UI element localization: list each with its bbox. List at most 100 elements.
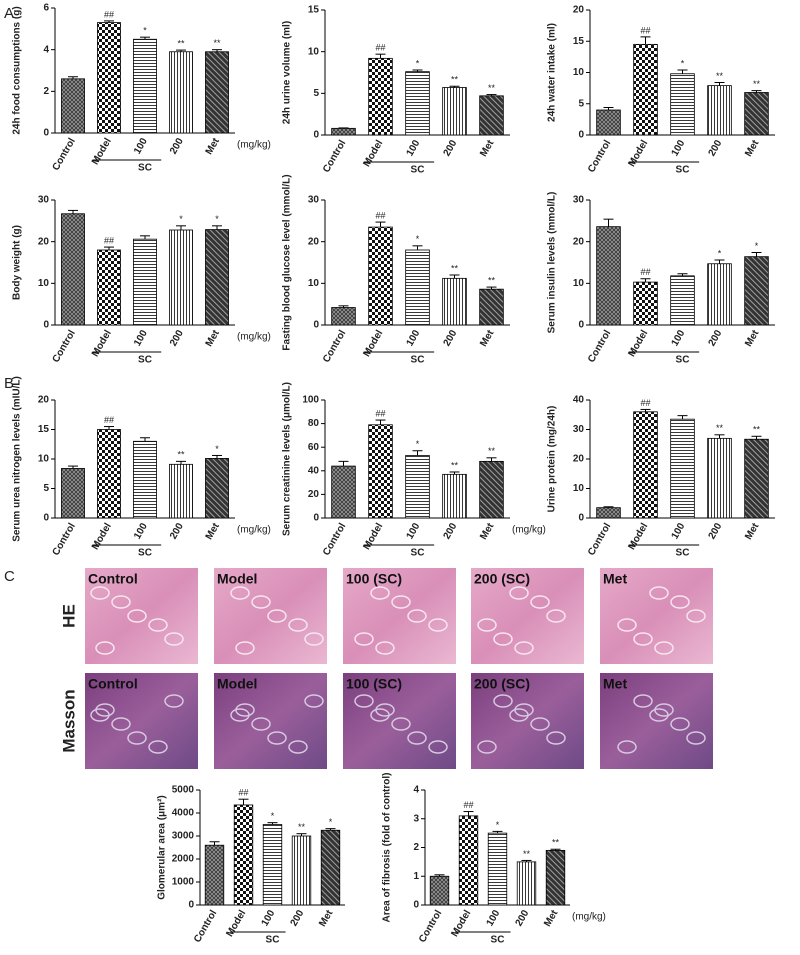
y-tick-label: 20 xyxy=(308,489,320,500)
group-label: SC xyxy=(411,548,425,559)
y-tick-label: 15 xyxy=(573,36,585,47)
bar xyxy=(169,51,193,134)
x-tick-label: Control xyxy=(586,138,613,174)
significance: ## xyxy=(104,9,114,19)
significance: ** xyxy=(716,71,724,81)
significance: ** xyxy=(213,38,221,48)
micrograph-label: Met xyxy=(603,676,627,692)
x-tick-label: 100 xyxy=(670,138,688,158)
significance: * xyxy=(215,214,219,224)
y-tick-label: 3 xyxy=(413,813,419,824)
y-tick-label: 100 xyxy=(302,395,319,406)
unit-label: (mg/kg) xyxy=(237,140,271,151)
significance: ## xyxy=(375,210,385,220)
tissue xyxy=(546,609,566,623)
x-tick-label: Control xyxy=(321,328,348,364)
y-tick-label: 10 xyxy=(308,46,320,57)
x-tick-label: Model xyxy=(224,908,248,939)
tissue xyxy=(514,703,534,717)
x-tick-label: 100 xyxy=(670,521,688,541)
tissue xyxy=(95,703,115,717)
group-label: SC xyxy=(138,548,152,559)
tissue xyxy=(148,618,168,632)
significance: ## xyxy=(238,788,248,798)
significance: ## xyxy=(104,235,114,245)
tissue xyxy=(304,694,324,708)
y-tick-label: 5000 xyxy=(172,785,195,796)
tissue xyxy=(509,586,529,600)
tissue xyxy=(407,609,427,623)
y-tick-label: 0 xyxy=(578,320,584,331)
bar xyxy=(368,424,393,519)
y-tick-label: 0 xyxy=(313,130,319,141)
x-tick-label: Control xyxy=(417,908,444,944)
x-tick-label: Met xyxy=(743,328,761,349)
bar xyxy=(405,455,430,519)
x-tick-label: Met xyxy=(478,328,496,349)
micrograph-label: 200 (SC) xyxy=(474,571,530,587)
y-tick-label: 0 xyxy=(43,128,49,139)
tissue xyxy=(354,632,374,646)
tissue xyxy=(288,618,308,632)
x-tick-label: Model xyxy=(361,138,385,169)
tissue xyxy=(370,586,390,600)
tissue xyxy=(230,586,250,600)
y-tick-label: 5 xyxy=(43,483,49,494)
bar xyxy=(169,229,193,326)
unit-label: (mg/kg) xyxy=(512,525,546,536)
bar xyxy=(670,275,695,326)
x-tick-label: Met xyxy=(478,521,496,542)
y-tick-label: 0 xyxy=(413,900,419,911)
bar xyxy=(262,824,283,906)
y-tick-label: 20 xyxy=(38,395,50,406)
y-tick-label: 0 xyxy=(188,900,194,911)
micrograph-label: Met xyxy=(603,571,627,587)
y-tick-label: 2 xyxy=(43,86,49,97)
bar xyxy=(545,849,566,906)
bar xyxy=(331,465,356,519)
tissue xyxy=(267,609,287,623)
significance: ** xyxy=(488,83,496,93)
tissue xyxy=(127,609,147,623)
y-tick-label: 20 xyxy=(38,236,50,247)
bar xyxy=(479,460,504,519)
tissue xyxy=(111,595,131,609)
significance: ** xyxy=(552,838,560,848)
significance: ## xyxy=(640,25,650,35)
y-tick-label: 20 xyxy=(573,454,585,465)
x-tick-label: 100 xyxy=(405,328,423,348)
y-tick-label: 30 xyxy=(573,424,585,435)
bar xyxy=(479,95,504,136)
significance: * xyxy=(416,58,420,68)
y-tick-label: 60 xyxy=(308,442,320,453)
tissue xyxy=(235,641,255,655)
y-tick-label: 10 xyxy=(573,278,585,289)
bar xyxy=(61,213,85,326)
y-axis-label: Fasting blood glucose level (mmol/L) xyxy=(282,174,293,350)
x-tick-label: Met xyxy=(542,908,560,929)
x-tick-label: Control xyxy=(51,136,78,172)
bar xyxy=(596,507,621,519)
bar xyxy=(744,438,769,519)
tissue xyxy=(127,731,147,745)
y-tick-label: 0 xyxy=(43,513,49,524)
panel-label: A xyxy=(4,5,14,22)
x-tick-label: Model xyxy=(90,521,114,552)
tissue xyxy=(428,618,448,632)
significance: ** xyxy=(716,423,724,433)
tissue xyxy=(251,717,271,731)
bar xyxy=(205,458,229,519)
y-tick-label: 30 xyxy=(38,195,50,206)
group-label: SC xyxy=(676,355,690,366)
significance: ## xyxy=(640,398,650,408)
bar xyxy=(633,411,658,519)
x-tick-label: Control xyxy=(51,328,78,364)
significance: ** xyxy=(451,460,459,470)
x-tick-label: 100 xyxy=(670,328,688,348)
y-tick-label: 1000 xyxy=(172,877,195,888)
unit-label: (mg/kg) xyxy=(572,912,606,923)
y-axis-label: Serum urea nitrogen levels (mIU/L) xyxy=(12,376,23,542)
bar xyxy=(133,238,157,326)
bar xyxy=(133,38,157,134)
x-tick-label: Model xyxy=(361,328,385,359)
